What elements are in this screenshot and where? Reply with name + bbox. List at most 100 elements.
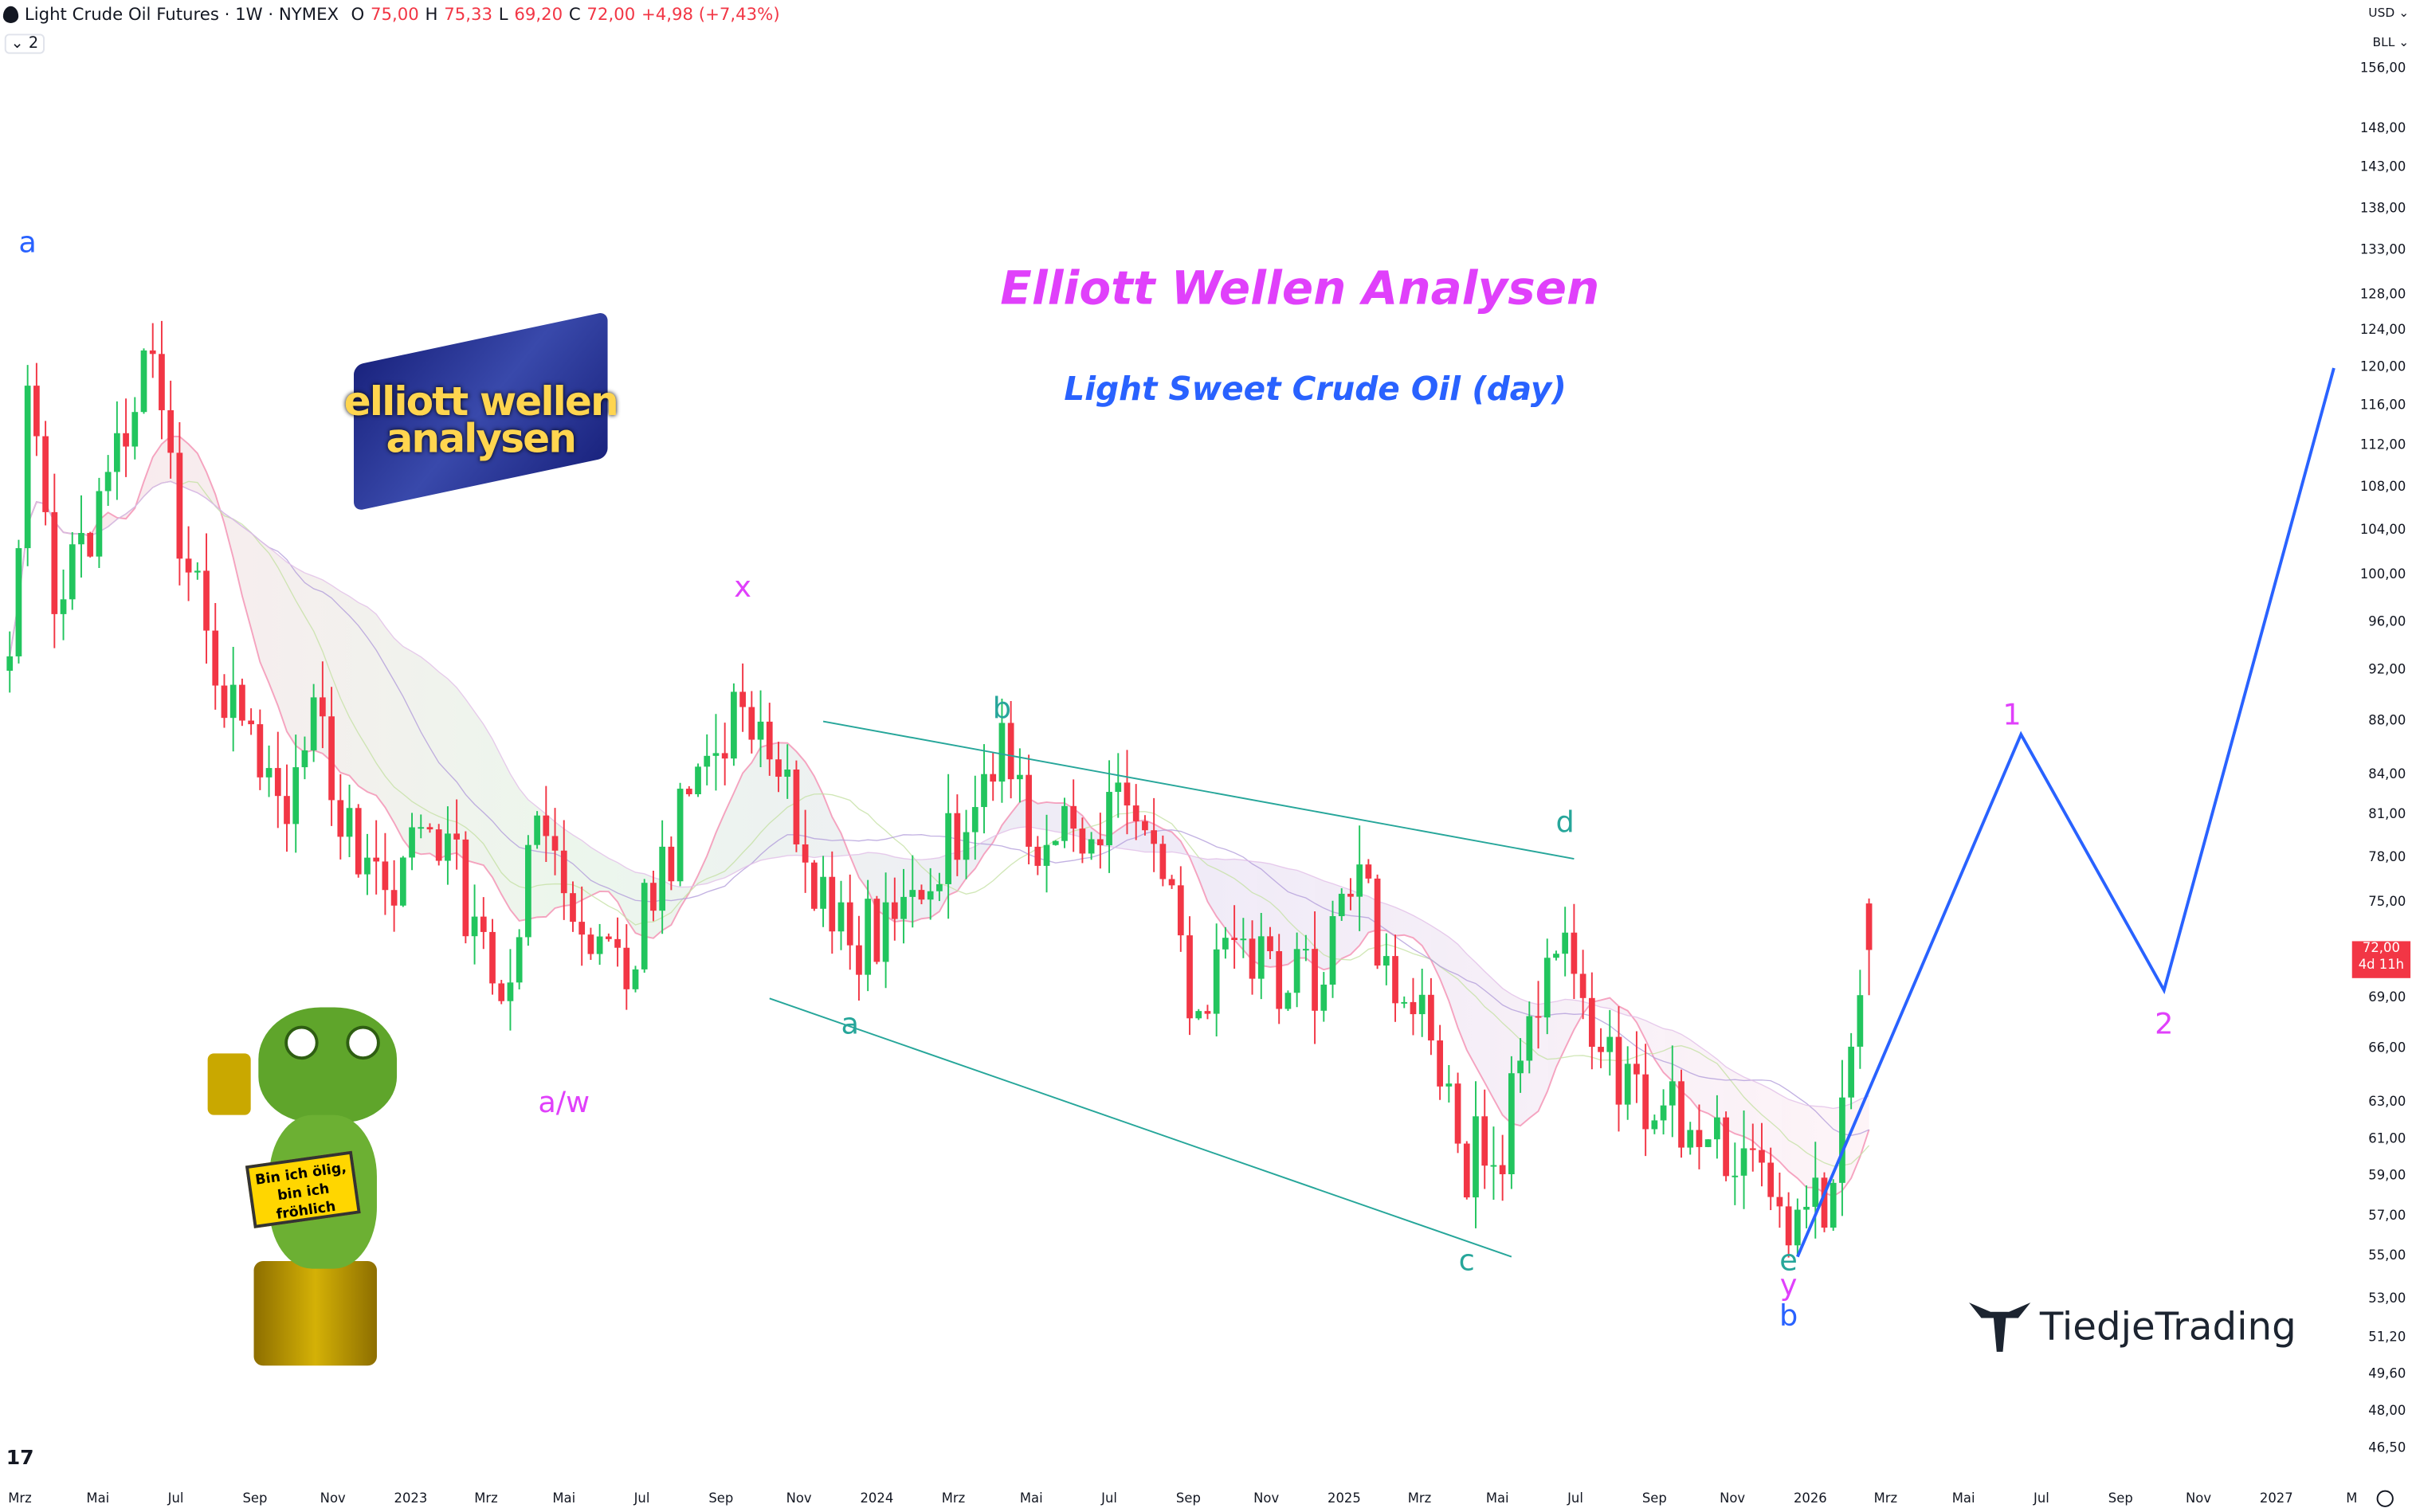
candle-body [998, 723, 1006, 782]
oil-drop-icon [2, 6, 19, 23]
current-price-label: 72,00 4d 11h [2351, 940, 2411, 978]
candle-body [1338, 893, 1345, 917]
currency-select[interactable]: USD ⌄ [2368, 6, 2410, 21]
price-tick: 59,00 [2368, 1169, 2406, 1185]
time-tick: Mai [1019, 1491, 1043, 1507]
candle-body [194, 570, 201, 573]
price-tick: 112,00 [2359, 439, 2406, 455]
unit-select[interactable]: BLL ⌄ [2372, 35, 2410, 49]
candle-body [1070, 805, 1077, 829]
price-tick: 148,00 [2359, 121, 2406, 137]
candle-body [418, 827, 425, 829]
candle-body [6, 656, 14, 671]
candle-body [846, 902, 853, 946]
candle-body [445, 833, 451, 861]
candle-body [1749, 1148, 1756, 1150]
chevron-down-icon: ⌄ [10, 35, 29, 53]
candle-body [775, 759, 782, 778]
candle-body [695, 766, 701, 794]
candle-body [650, 883, 657, 911]
symbol-title[interactable]: Light Crude Oil Futures · 1W · NYMEX [24, 4, 339, 25]
candle-body [1061, 805, 1068, 841]
analysis-subtitle: Light Sweet Crude Oil (day) [1064, 370, 1567, 408]
candle-body [731, 691, 737, 759]
candle-body [1704, 1139, 1712, 1147]
candle-body [981, 774, 987, 808]
price-tick: 66,00 [2368, 1041, 2406, 1057]
time-tick: Nov [1253, 1491, 1280, 1507]
price-tick: 108,00 [2359, 480, 2406, 496]
candle-body [614, 938, 621, 948]
candle-body [382, 861, 389, 891]
price-tick: 96,00 [2368, 614, 2406, 630]
candle-body [909, 890, 916, 897]
price-axis[interactable]: USD ⌄ BLL ⌄ 156,00 148,00 143,00 138,00 133,… [2351, 0, 2412, 1512]
candle-body [409, 827, 415, 858]
candle-body [560, 850, 567, 894]
candle-body [203, 570, 210, 631]
candle-body [248, 720, 254, 725]
candle-body [1159, 844, 1167, 879]
price-tick: 128,00 [2359, 287, 2406, 303]
candle-body [1463, 1143, 1470, 1198]
candle-body [1821, 1177, 1828, 1228]
tradingview-logo[interactable]: 17 [6, 1447, 34, 1471]
time-tick: Nov [2186, 1491, 2212, 1507]
price-tick: 156,00 [2359, 61, 2406, 77]
candle-body [1857, 995, 1864, 1047]
candle-body [301, 750, 308, 768]
candle-body [1115, 782, 1122, 793]
candle-body [1803, 1206, 1810, 1210]
candle-body [140, 350, 147, 413]
candle-body [641, 883, 648, 969]
candle-body [1347, 893, 1354, 897]
candle-body [659, 846, 666, 911]
candle-body [1633, 1063, 1640, 1075]
bar-countdown: 4d 11h [2358, 958, 2405, 973]
candle-body [945, 813, 951, 884]
candle-body [551, 836, 559, 851]
wave-label: a [18, 225, 37, 260]
indicators-collapse-button[interactable]: ⌄ 2 [4, 33, 45, 54]
candle-body [113, 433, 120, 472]
candle-body [927, 891, 934, 900]
candle-body [1186, 935, 1193, 1019]
candle-body [1106, 792, 1112, 846]
candle-body [15, 548, 22, 656]
candle-body [1410, 1001, 1417, 1015]
candle-body [1437, 1040, 1443, 1087]
price-tick: 48,00 [2368, 1404, 2406, 1420]
brand-text: TiedjeTrading [2039, 1303, 2296, 1349]
candle-body [623, 947, 630, 989]
candle-body [310, 697, 317, 750]
candle-body [1428, 994, 1434, 1041]
candle-body [534, 815, 540, 845]
candle-body [1026, 774, 1032, 847]
currency-value: USD [2368, 6, 2395, 21]
candle-body [364, 857, 371, 875]
candle-body [1240, 938, 1247, 941]
candle-body [1418, 994, 1426, 1015]
candle-body [1598, 1047, 1604, 1052]
candle-body [257, 724, 264, 778]
candle-body [1642, 1074, 1649, 1130]
wave-label: a/w [538, 1085, 590, 1119]
candle-body [1562, 932, 1569, 954]
time-tick: Jul [2034, 1491, 2049, 1507]
settings-gear-icon[interactable] [2376, 1490, 2394, 1507]
price-tick: 124,00 [2359, 323, 2406, 339]
time-tick: Mai [1951, 1491, 1975, 1507]
price-chart[interactable] [0, 0, 2351, 1484]
candle-body [435, 829, 442, 861]
candle-body [1151, 830, 1158, 844]
candle-body [1132, 805, 1139, 821]
time-tick: Mrz [1407, 1491, 1432, 1507]
crocodile-mascot: Bin ich ölig, bin ich fröhlich [200, 992, 431, 1369]
candle-body [1481, 1116, 1488, 1166]
candle-body [525, 844, 531, 938]
time-tick: 2023 [394, 1491, 428, 1507]
candle-body [543, 815, 550, 836]
wave-label: x [734, 570, 751, 605]
candle-body [229, 684, 237, 719]
